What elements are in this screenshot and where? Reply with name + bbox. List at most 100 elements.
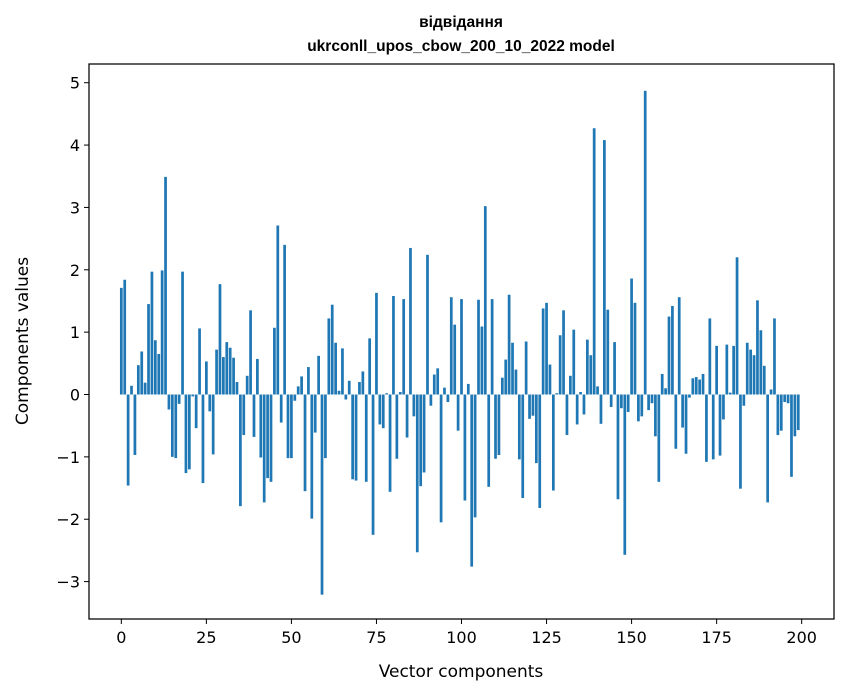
bar-59 [320,394,324,595]
bar-3 [130,385,133,395]
bar-118 [521,394,525,499]
bar-114 [507,294,511,395]
bar-111 [497,394,501,455]
bar-7 [143,382,147,395]
bar-series [119,90,800,595]
bar-178 [725,344,729,395]
bar-23 [198,328,201,395]
bar-159 [660,373,664,395]
bar-158 [657,394,661,482]
bar-87 [415,394,419,553]
bar-121 [531,394,535,416]
bar-58 [317,355,320,395]
bar-147 [620,394,623,409]
bar-105 [477,299,480,395]
y-axis: −3 −2 −1 0 1 2 3 4 5 [56,74,89,592]
bar-64 [337,390,341,395]
bar-37 [245,375,249,395]
bar-107 [483,206,487,395]
x-tick-label-100: 100 [446,628,477,647]
bar-138 [589,355,593,395]
bar-197 [790,394,793,477]
bar-109 [490,299,494,395]
bar-70 [358,382,361,395]
bar-137 [586,339,589,395]
bar-90 [426,254,429,395]
bar-14 [167,394,171,410]
bar-4 [133,394,137,455]
bar-163 [674,394,678,449]
bar-92 [432,374,436,395]
chart-subtitle: ukrconll_upos_cbow_200_10_2022 model [307,38,615,55]
bar-79 [388,394,392,492]
bar-62 [330,304,334,395]
bar-71 [361,371,365,395]
bar-73 [368,338,372,395]
bar-188 [759,330,763,395]
bar-153 [640,394,644,417]
bar-183 [742,394,746,406]
x-tick-label-125: 125 [531,628,562,647]
bar-194 [779,394,783,431]
bar-170 [698,379,701,395]
bar-74 [371,394,375,535]
bar-97 [449,297,453,395]
bar-82 [398,392,402,395]
bar-81 [395,394,399,459]
bar-72 [364,394,368,482]
bar-128 [555,393,559,395]
x-axis: 0 25 50 75 100 125 150 175 200 [116,619,817,647]
bar-115 [511,342,514,395]
x-tick-label-50: 50 [281,628,301,647]
bar-162 [671,305,674,395]
bar-149 [626,394,630,412]
bar-85 [409,247,412,395]
bar-86 [412,394,416,417]
bar-151 [633,302,637,395]
bar-75 [375,292,378,395]
bar-17 [177,394,181,404]
bar-108 [487,394,491,487]
bar-88 [419,394,423,487]
bar-192 [773,318,776,395]
bar-42 [262,394,266,503]
bar-76 [378,394,382,425]
bar-49 [286,394,290,459]
bar-119 [524,341,528,395]
bar-125 [545,302,548,395]
bar-43 [266,394,269,479]
bar-168 [691,378,695,395]
bar-144 [609,394,613,407]
y-tick-label--1: −1 [56,448,80,467]
bar-48 [283,244,286,395]
y-tick-label-1: 1 [70,323,80,342]
bar-35 [239,394,242,507]
bar-15 [170,394,174,457]
x-tick-label-150: 150 [616,628,647,647]
bar-78 [385,393,389,395]
bar-55 [307,367,310,395]
bar-172 [705,394,708,462]
bar-34 [235,382,239,395]
bar-141 [599,394,603,424]
bar-57 [313,394,317,433]
y-tick-label-2: 2 [70,261,80,280]
bar-67 [347,380,351,395]
bar-80 [392,295,395,395]
bar-44 [269,394,273,482]
bar-179 [728,392,732,395]
bar-129 [558,335,562,395]
bar-38 [249,310,252,395]
bar-65 [341,348,344,395]
bar-68 [351,394,354,480]
bar-1 [123,279,127,395]
bar-50 [290,394,293,459]
bar-47 [279,394,283,423]
bar-19 [184,394,188,474]
bar-139 [592,128,596,395]
bar-148 [623,394,627,555]
bar-176 [718,394,722,456]
bar-182 [739,394,742,489]
bar-132 [569,375,572,395]
bar-51 [293,394,297,401]
